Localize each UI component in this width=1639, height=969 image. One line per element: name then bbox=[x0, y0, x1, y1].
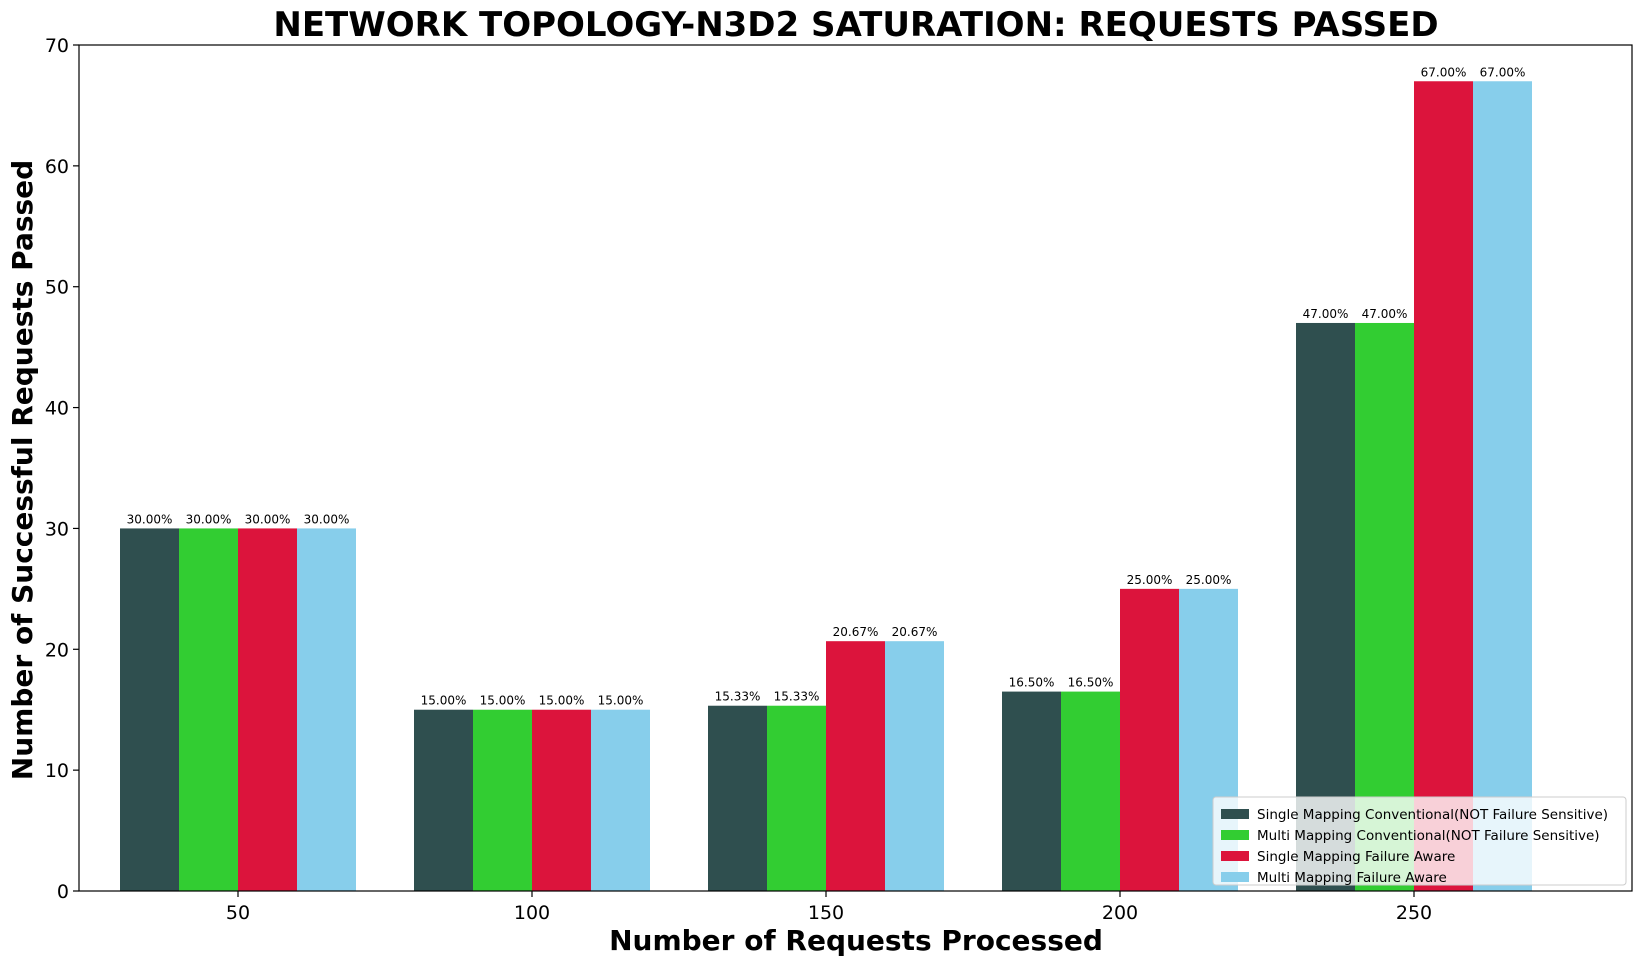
x-tick-label-200: 200 bbox=[1102, 902, 1138, 924]
legend: Single Mapping Conventional(NOT Failure … bbox=[1212, 796, 1627, 886]
y-tick-label-40: 40 bbox=[45, 398, 69, 420]
bars-layer bbox=[120, 81, 1532, 891]
data-label-250-series-2: 47.00% bbox=[1362, 307, 1408, 321]
bar-50-series-2 bbox=[179, 528, 238, 891]
bar-200-series-1 bbox=[1002, 691, 1061, 891]
bar-50-series-4 bbox=[297, 528, 356, 891]
y-ticks-layer: 0 10 20 30 40 50 60 70 bbox=[45, 35, 79, 903]
y-tick-label-20: 20 bbox=[45, 639, 69, 661]
legend-swatch-series-4 bbox=[1221, 872, 1249, 882]
legend-box bbox=[1212, 796, 1627, 886]
data-label-100-series-4: 15.00% bbox=[598, 694, 644, 708]
x-tick-label-50: 50 bbox=[226, 902, 250, 924]
bar-100-series-4 bbox=[591, 709, 650, 891]
data-labels-layer: 30.00% 30.00% 30.00% 30.00% 15.00% 15.00% 15.0… bbox=[127, 65, 1526, 707]
legend-label-series-1: Single Mapping Conventional(NOT Failure … bbox=[1257, 807, 1608, 823]
data-label-200-series-1: 16.50% bbox=[1009, 676, 1055, 690]
data-label-200-series-3: 25.00% bbox=[1127, 573, 1173, 587]
data-label-50-series-3: 30.00% bbox=[245, 512, 291, 526]
data-label-100-series-2: 15.00% bbox=[480, 694, 526, 708]
x-axis-label: Number of Requests Processed bbox=[609, 924, 1103, 957]
y-tick-label-50: 50 bbox=[45, 277, 69, 299]
legend-label-series-4: Multi Mapping Failure Aware bbox=[1257, 870, 1447, 886]
bar-200-series-2 bbox=[1061, 691, 1120, 891]
bar-250-series-1 bbox=[1296, 322, 1355, 891]
data-label-200-series-2: 16.50% bbox=[1068, 676, 1114, 690]
bar-200-series-3 bbox=[1120, 588, 1179, 891]
bar-100-series-2 bbox=[473, 709, 532, 891]
bar-150-series-1 bbox=[708, 705, 767, 891]
bar-250-series-3 bbox=[1414, 81, 1473, 891]
data-label-150-series-4: 20.67% bbox=[892, 625, 938, 639]
legend-swatch-series-1 bbox=[1221, 809, 1249, 819]
data-label-250-series-3: 67.00% bbox=[1421, 65, 1467, 79]
x-ticks-layer: 50 100 150 200 250 bbox=[226, 891, 1432, 924]
x-tick-label-100: 100 bbox=[514, 902, 550, 924]
bar-150-series-2 bbox=[767, 705, 826, 891]
bar-100-series-1 bbox=[414, 709, 473, 891]
bar-150-series-4 bbox=[885, 641, 944, 891]
data-label-150-series-3: 20.67% bbox=[833, 625, 879, 639]
x-tick-label-150: 150 bbox=[808, 902, 844, 924]
data-label-250-series-1: 47.00% bbox=[1303, 307, 1349, 321]
legend-label-series-2: Multi Mapping Conventional(NOT Failure S… bbox=[1257, 828, 1600, 844]
y-tick-label-70: 70 bbox=[45, 35, 69, 57]
bar-50-series-3 bbox=[238, 528, 297, 891]
bar-100-series-3 bbox=[532, 709, 591, 891]
data-label-200-series-4: 25.00% bbox=[1186, 573, 1232, 587]
y-tick-label-30: 30 bbox=[45, 518, 69, 540]
bar-250-series-4 bbox=[1473, 81, 1532, 891]
data-label-50-series-4: 30.00% bbox=[304, 512, 350, 526]
data-label-150-series-2: 15.33% bbox=[774, 690, 820, 704]
data-label-50-series-1: 30.00% bbox=[127, 512, 173, 526]
legend-swatch-series-2 bbox=[1221, 830, 1249, 840]
y-tick-label-60: 60 bbox=[45, 156, 69, 178]
y-tick-label-10: 10 bbox=[45, 760, 69, 782]
data-label-50-series-2: 30.00% bbox=[186, 512, 232, 526]
legend-swatch-series-3 bbox=[1221, 851, 1249, 861]
chart-title: NETWORK TOPOLOGY-N3D2 SATURATION: REQUES… bbox=[273, 5, 1438, 45]
y-axis-label: Number of Successful Requests Passed bbox=[6, 160, 39, 780]
plot-area-frame bbox=[78, 44, 1633, 892]
bar-250-series-2 bbox=[1355, 322, 1414, 891]
legend-label-series-3: Single Mapping Failure Aware bbox=[1257, 849, 1455, 865]
data-label-100-series-1: 15.00% bbox=[421, 694, 467, 708]
y-tick-label-0: 0 bbox=[57, 881, 69, 903]
data-label-150-series-1: 15.33% bbox=[715, 690, 761, 704]
bar-50-series-1 bbox=[120, 528, 179, 891]
bar-150-series-3 bbox=[826, 641, 885, 891]
x-tick-label-250: 250 bbox=[1396, 902, 1432, 924]
data-label-250-series-4: 67.00% bbox=[1480, 65, 1526, 79]
data-label-100-series-3: 15.00% bbox=[539, 694, 585, 708]
